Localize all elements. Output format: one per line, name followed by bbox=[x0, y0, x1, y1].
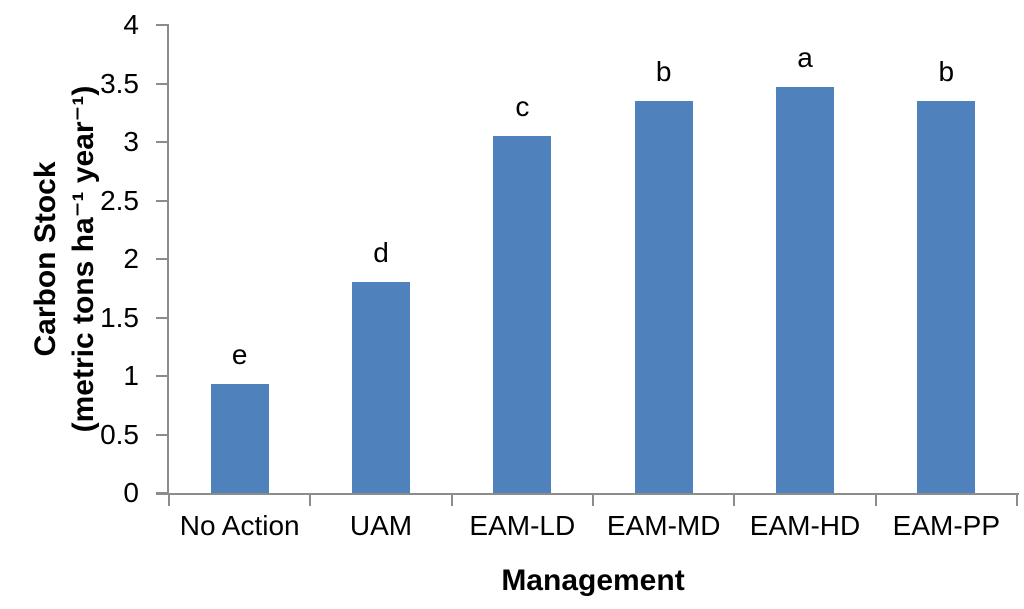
x-tick-mark bbox=[450, 495, 453, 506]
bar-letter-label: b bbox=[938, 56, 955, 88]
plot-area: 0 0.5 1 1.5 2 2.5 3 3.5 4 e No Action d UAM c EAM-LD b E… bbox=[100, 9, 1019, 541]
y-tick-mark bbox=[156, 141, 169, 143]
bar-letter-label: b bbox=[655, 56, 672, 88]
x-tick-mark bbox=[1016, 495, 1018, 506]
x-category-label: UAM bbox=[349, 510, 413, 541]
y-tick-mark bbox=[156, 258, 169, 260]
x-axis-title: Management bbox=[501, 564, 685, 597]
x-tick-mark bbox=[874, 495, 877, 506]
y-tick-label: 0.5 bbox=[100, 418, 139, 450]
x-category-label: EAM-HD bbox=[749, 510, 861, 541]
y-tick-mark bbox=[156, 24, 169, 26]
y-tick-label: 0 bbox=[123, 477, 139, 508]
bar bbox=[917, 101, 976, 493]
y-tick-label: 4 bbox=[123, 9, 139, 40]
y-tick-mark bbox=[156, 316, 169, 319]
bar bbox=[352, 282, 410, 493]
bar-letter-label: c bbox=[515, 91, 530, 123]
bar-letter-label: a bbox=[797, 42, 813, 73]
x-axis-line bbox=[156, 493, 1019, 495]
y-tick-label: 2 bbox=[123, 243, 139, 274]
bar bbox=[493, 136, 552, 493]
y-tick-label: 1.5 bbox=[100, 301, 139, 333]
bar-letter-label: d bbox=[373, 237, 389, 269]
y-tick-label: 1 bbox=[123, 360, 139, 391]
y-tick-mark bbox=[156, 82, 169, 85]
bar bbox=[210, 384, 269, 493]
x-category-label: EAM-MD bbox=[606, 510, 721, 541]
x-tick-mark bbox=[592, 495, 594, 506]
x-category-label: No Action bbox=[179, 510, 300, 541]
x-tick-mark bbox=[168, 495, 170, 506]
x-category-label: EAM-LD bbox=[469, 510, 576, 541]
y-tick-mark bbox=[156, 375, 169, 377]
bar-letter-label: e bbox=[231, 339, 248, 371]
bar bbox=[776, 87, 834, 493]
y-tick-mark bbox=[156, 433, 169, 436]
y-tick-mark bbox=[156, 492, 169, 494]
bar bbox=[634, 101, 693, 493]
y-tick-label: 2.5 bbox=[100, 184, 139, 216]
y-tick-label: 3 bbox=[123, 126, 139, 157]
x-tick-mark bbox=[733, 495, 736, 506]
y-tick-mark bbox=[156, 199, 169, 202]
x-category-label: EAM-PP bbox=[892, 510, 1000, 541]
y-tick-label: 3.5 bbox=[100, 67, 139, 99]
x-tick-mark bbox=[309, 495, 312, 506]
